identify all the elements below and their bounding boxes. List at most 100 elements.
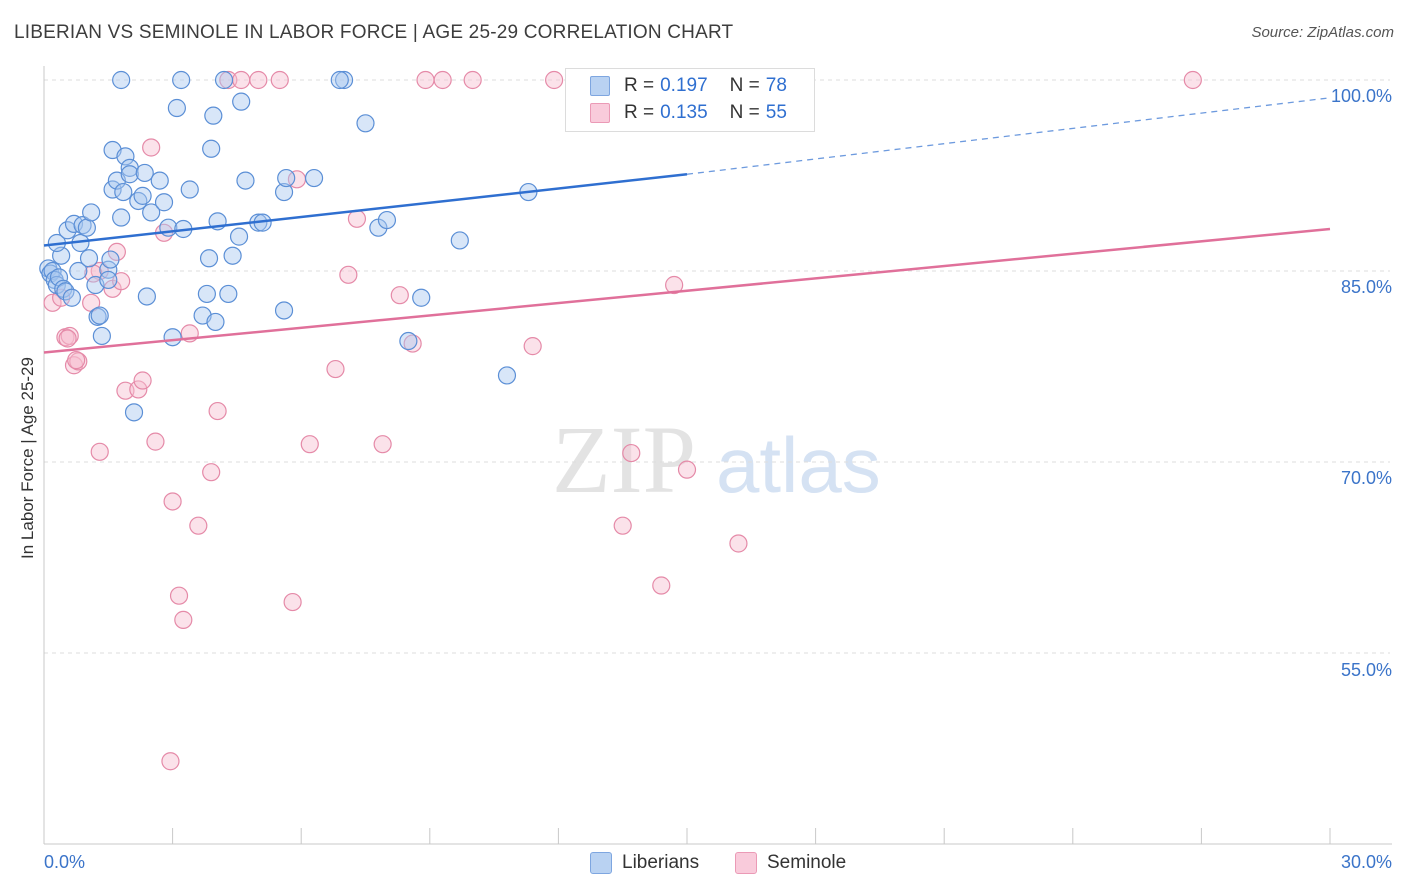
liberians-point [330, 70, 349, 90]
liberians-point [199, 249, 219, 268]
watermark-atlas: atlas [716, 421, 881, 509]
seminole-point [652, 576, 671, 595]
liberians-point [103, 180, 122, 199]
source-label: Source: ZipAtlas.com [1251, 24, 1394, 41]
liberians-point [101, 250, 120, 269]
seminole-point [219, 70, 238, 90]
legend-item-seminole: Seminole [735, 852, 846, 874]
liberians-point [204, 106, 223, 125]
seminole-point [622, 443, 641, 463]
trendlines [43, 97, 1331, 354]
seminole-trendline [43, 227, 1331, 354]
liberians-point [62, 288, 81, 307]
seminole-point [729, 534, 748, 553]
seminole-point [107, 242, 126, 261]
liberians-point [167, 98, 186, 118]
y-tick-label: 85.0% [1340, 277, 1392, 297]
seminole-point [270, 70, 289, 90]
x-tick-label-max: 30.0% [1340, 852, 1392, 872]
liberians-point [412, 288, 431, 307]
liberians-point [92, 326, 111, 346]
seminole-point [161, 752, 180, 771]
seminole-point [463, 70, 482, 90]
seminole-point [67, 351, 86, 370]
liberians-point [334, 70, 354, 90]
r-label: R = [624, 102, 655, 123]
liberians-point [399, 331, 418, 351]
liberians-point [142, 203, 161, 222]
x-tick-label-min: 0.0% [44, 852, 86, 872]
legend-row-seminole: R = 0.135 N = 55 [590, 100, 787, 126]
seminole-point [142, 138, 161, 157]
seminole-point [339, 265, 358, 284]
liberians-point [274, 301, 294, 320]
seminole-point [129, 380, 148, 399]
seminole-point [60, 326, 79, 346]
r-label: R = [624, 75, 655, 96]
seminole-point [1183, 70, 1202, 90]
liberians-point [356, 114, 375, 133]
liberians-point [202, 139, 221, 158]
liberians-point [236, 171, 255, 190]
n-label: N = [729, 75, 760, 96]
seminole-point [523, 337, 542, 356]
liberians-point [133, 186, 152, 205]
seminole-point [416, 70, 435, 90]
liberians-point [116, 147, 135, 166]
watermark-zip: ZIP [552, 406, 696, 513]
liberians-point [206, 312, 225, 332]
correlation-legend: R = 0.197 N = 78 R = 0.135 N = 55 [565, 68, 815, 132]
seminole-point [665, 275, 684, 295]
legend-label-seminole: Seminole [767, 852, 847, 873]
seminole-point [90, 442, 109, 461]
y-axis-label: In Labor Force | Age 25-29 [18, 357, 37, 559]
legend-swatch-pink [735, 852, 757, 874]
liberians-point [114, 182, 133, 202]
liberians-point [135, 163, 154, 183]
n-value: 78 [765, 75, 787, 96]
liberians-point [69, 261, 88, 281]
seminole-point [133, 371, 152, 390]
liberians-point [77, 218, 96, 237]
liberians-trendline-extension [686, 97, 1331, 175]
seminole-point [43, 293, 62, 312]
liberians-point [163, 328, 182, 347]
axes [43, 66, 1392, 845]
legend-swatch-blue [590, 76, 610, 96]
seminole-point [112, 272, 131, 291]
liberians-point [223, 246, 242, 265]
seminole-point [58, 329, 77, 348]
y-tick-label: 70.0% [1340, 468, 1392, 488]
seminole-point [390, 286, 409, 305]
seminole-point [433, 70, 452, 90]
liberians-point [99, 270, 118, 290]
liberians-point [232, 92, 251, 111]
seminole-point [189, 516, 208, 535]
liberians-point [450, 231, 469, 250]
liberians-point [120, 165, 139, 184]
seminole-point [347, 209, 367, 228]
seminole-point [249, 70, 268, 90]
liberians-point [497, 366, 517, 385]
r-value: 0.197 [660, 75, 708, 96]
liberians-point [214, 70, 234, 90]
seminole-point [174, 610, 193, 629]
liberians-point [154, 193, 174, 212]
seminole-point [283, 592, 302, 612]
legend-swatch-pink [590, 103, 610, 123]
liberians-point [180, 180, 199, 199]
liberians-point [150, 171, 169, 190]
legend-row-liberians: R = 0.197 N = 78 [590, 73, 787, 99]
gridlines [44, 79, 1390, 654]
seminole-point [677, 460, 697, 479]
liberians-point [274, 182, 294, 202]
liberians-points [39, 70, 538, 422]
liberians-point [277, 168, 296, 188]
liberians-point [112, 208, 131, 227]
n-label: N = [729, 102, 760, 123]
seminole-point [208, 401, 227, 421]
y-tick-label: 100.0% [1330, 86, 1392, 106]
liberians-point [197, 284, 216, 304]
seminole-point [146, 432, 165, 451]
